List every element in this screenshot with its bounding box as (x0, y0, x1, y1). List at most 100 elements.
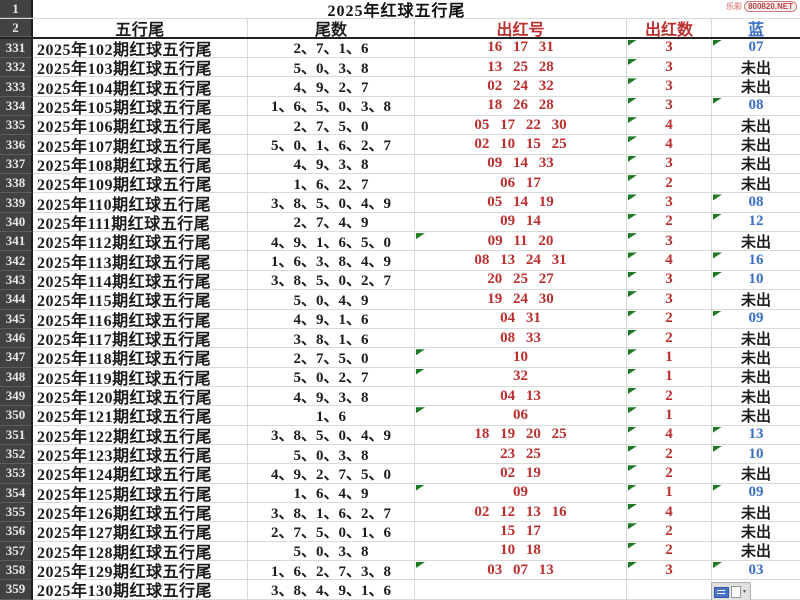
column-header-weishu[interactable]: 尾数 (248, 19, 415, 39)
row-number[interactable]: 354 (0, 483, 33, 503)
cell-tails[interactable]: 4、9、1、6、5、0 (248, 232, 415, 252)
cell-reds[interactable]: 13 25 28 (415, 58, 627, 78)
cell-period-label[interactable]: 2025年104期红球五行尾 (33, 77, 248, 98)
cell-reds[interactable]: 05 17 22 30 (415, 116, 627, 136)
cell-red-count[interactable]: 3 (627, 154, 712, 175)
cell-period-label[interactable]: 2025年118期红球五行尾 (33, 348, 248, 368)
cell-reds[interactable]: 06 (415, 406, 627, 426)
cell-blue[interactable]: 13 (712, 426, 800, 445)
cell-tails[interactable]: 5、0、4、9 (248, 290, 415, 310)
cell-red-count[interactable]: 3 (627, 96, 712, 117)
cell-tails[interactable]: 4、9、2、7、5、0 (248, 464, 415, 484)
cell-red-count[interactable]: 2 (627, 309, 712, 329)
cell-reds[interactable]: 09 14 (415, 212, 627, 233)
cell-blue[interactable]: 08 (712, 193, 800, 213)
cell-blue[interactable]: 12 (712, 213, 800, 233)
cell-blue[interactable]: 未出 (712, 368, 800, 387)
cell-reds[interactable]: 18 19 20 25 (415, 425, 627, 445)
row-number[interactable]: 337 (0, 154, 33, 175)
cell-red-count[interactable]: 3 (627, 560, 712, 581)
cell-period-label[interactable]: 2025年102期红球五行尾 (33, 38, 248, 59)
cell-red-count[interactable]: 2 (627, 541, 712, 561)
row-number[interactable]: 335 (0, 116, 33, 136)
cell-reds[interactable]: 10 (415, 348, 627, 368)
row-number[interactable]: 353 (0, 464, 33, 484)
cell-tails[interactable]: 3、8、1、6 (248, 328, 415, 349)
cell-red-count[interactable]: 2 (627, 444, 712, 465)
cell-tails[interactable]: 3、8、5、0、4、9 (248, 425, 415, 445)
cell-red-count[interactable]: 3 (627, 290, 712, 310)
cell-period-label[interactable]: 2025年121期红球五行尾 (33, 406, 248, 426)
cell-red-count[interactable]: 4 (627, 135, 712, 155)
cell-blue[interactable]: 未出 (712, 503, 800, 523)
column-header-wuxingwei[interactable]: 五行尾 (33, 19, 248, 39)
row-number[interactable]: 342 (0, 251, 33, 271)
row-number[interactable]: 348 (0, 367, 33, 387)
cell-red-count[interactable]: 3 (627, 232, 712, 252)
cell-red-count[interactable]: 1 (627, 367, 712, 387)
cell-blue[interactable]: 10 (712, 271, 800, 291)
cell-blue[interactable]: 未出 (712, 329, 800, 349)
cell-reds[interactable]: 32 (415, 367, 627, 387)
row-number[interactable]: 331 (0, 38, 33, 59)
cell-tails[interactable]: 4、9、3、8 (248, 386, 415, 407)
cell-red-count[interactable]: 3 (627, 38, 712, 59)
cell-tails[interactable]: 4、9、3、8 (248, 154, 415, 175)
cell-red-count[interactable]: 2 (627, 174, 712, 194)
row-number[interactable]: 344 (0, 290, 33, 310)
cell-tails[interactable]: 4、9、1、6 (248, 309, 415, 329)
cell-tails[interactable]: 2、7、5、0 (248, 116, 415, 136)
cell-period-label[interactable]: 2025年128期红球五行尾 (33, 541, 248, 562)
row-number[interactable]: 334 (0, 96, 33, 117)
cell-period-label[interactable]: 2025年106期红球五行尾 (33, 116, 248, 136)
cell-period-label[interactable]: 2025年116期红球五行尾 (33, 309, 248, 330)
cell-period-label[interactable]: 2025年105期红球五行尾 (33, 96, 248, 117)
row-number[interactable]: 356 (0, 522, 33, 542)
cell-reds[interactable]: 20 25 27 (415, 270, 627, 291)
cell-blue[interactable]: 未出 (712, 155, 800, 175)
cell-tails[interactable]: 1、6、5、0、3、8 (248, 96, 415, 117)
cell-blue[interactable]: 未出 (712, 348, 800, 368)
page-title[interactable]: 2025年红球五行尾 (327, 3, 466, 21)
cell-reds[interactable]: 16 17 31 (415, 38, 627, 59)
row-number[interactable]: 2 (0, 19, 33, 37)
row-number[interactable]: 336 (0, 135, 33, 155)
cell-tails[interactable]: 2、7、5、0 (248, 348, 415, 368)
cell-reds[interactable]: 02 12 13 16 (415, 502, 627, 523)
cell-blue[interactable]: 未出 (712, 464, 800, 484)
row-number[interactable]: 333 (0, 77, 33, 97)
cell-blue[interactable]: 未出 (712, 387, 800, 407)
cell-reds[interactable]: 19 24 30 (415, 290, 627, 310)
row-number[interactable]: 1 (0, 0, 33, 19)
row-number[interactable]: 338 (0, 174, 33, 194)
cell-red-count[interactable] (627, 580, 712, 600)
cell-blue[interactable]: 未出 (712, 290, 800, 310)
cell-period-label[interactable]: 2025年126期红球五行尾 (33, 502, 248, 523)
row-number[interactable]: 343 (0, 270, 33, 291)
cell-tails[interactable]: 5、0、1、6、2、7 (248, 135, 415, 155)
cell-blue[interactable]: 未出 (712, 77, 800, 97)
cell-period-label[interactable]: 2025年117期红球五行尾 (33, 328, 248, 349)
cell-blue[interactable]: 未出 (712, 542, 800, 561)
cell-blue[interactable]: 未出 (712, 406, 800, 426)
cell-reds[interactable]: 18 26 28 (415, 96, 627, 117)
cell-reds[interactable] (415, 580, 627, 600)
cell-blue[interactable]: 07 (712, 39, 800, 59)
cell-period-label[interactable]: 2025年115期红球五行尾 (33, 290, 248, 310)
cell-red-count[interactable]: 3 (627, 77, 712, 97)
cell-period-label[interactable]: 2025年103期红球五行尾 (33, 58, 248, 78)
cell-tails[interactable]: 1、6、2、7、3、8 (248, 560, 415, 581)
row-number[interactable]: 358 (0, 560, 33, 581)
cell-tails[interactable]: 2、7、1、6 (248, 38, 415, 59)
cell-tails[interactable]: 3、8、4、9、1、6 (248, 580, 415, 600)
cell-reds[interactable]: 04 13 (415, 386, 627, 407)
row-number[interactable]: 355 (0, 502, 33, 523)
cell-period-label[interactable]: 2025年125期红球五行尾 (33, 483, 248, 504)
cell-tails[interactable]: 3、8、5、0、2、7 (248, 270, 415, 291)
cell-period-label[interactable]: 2025年109期红球五行尾 (33, 174, 248, 194)
paste-options-button[interactable]: ▾ (711, 582, 751, 600)
cell-period-label[interactable]: 2025年129期红球五行尾 (33, 560, 248, 581)
cell-reds[interactable]: 02 24 32 (415, 77, 627, 97)
cell-blue[interactable]: 未出 (712, 58, 800, 78)
cell-blue[interactable]: 09 (712, 484, 800, 503)
